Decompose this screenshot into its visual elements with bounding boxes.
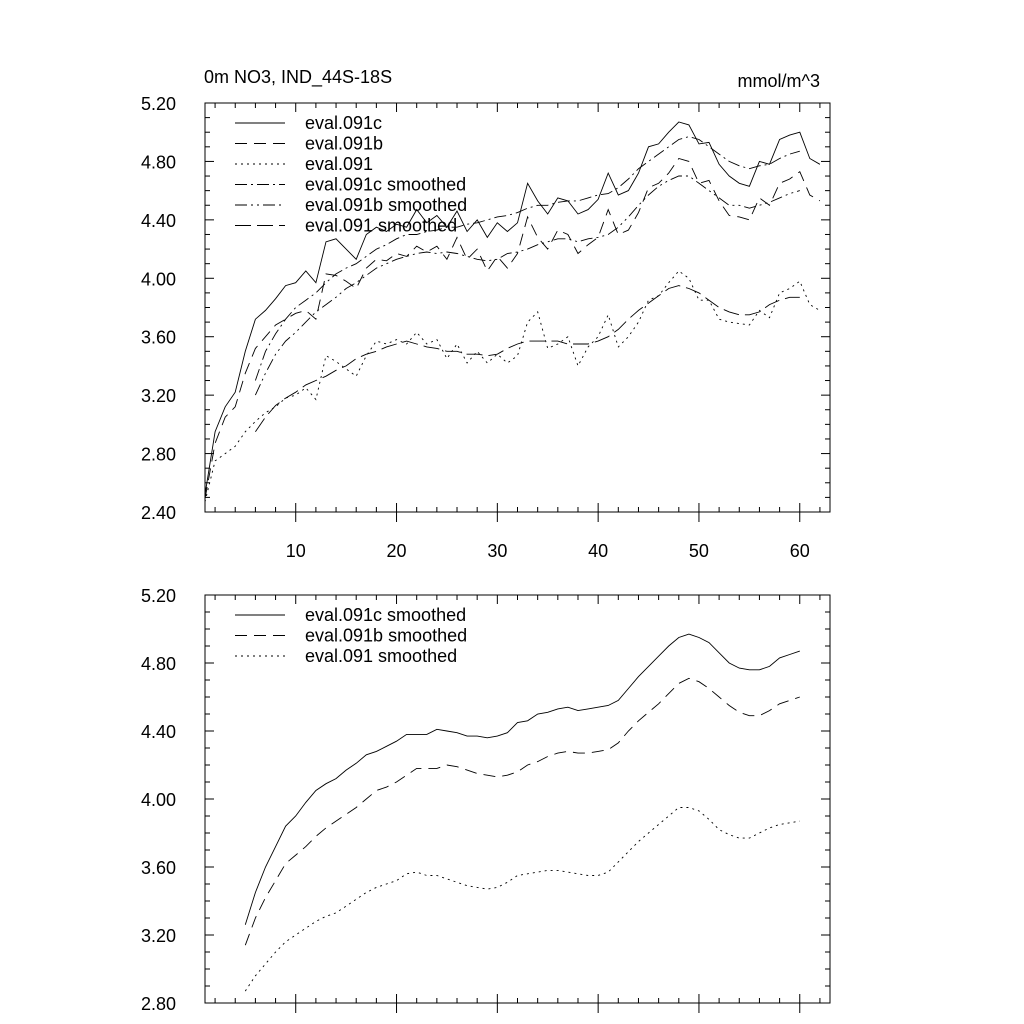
units-label: mmol/m^3: [738, 71, 820, 91]
legend-label: eval.091b: [305, 134, 383, 154]
series-line-2: [244, 807, 800, 992]
series-line-2: [204, 270, 821, 502]
legend-label: eval.091 smoothed: [305, 646, 457, 666]
legend-label: eval.091c smoothed: [305, 605, 466, 625]
x-tick-label: 40: [588, 541, 608, 561]
legend-label: eval.091b smoothed: [305, 626, 467, 646]
legend-label: eval.091 smoothed: [305, 216, 457, 236]
x-tick-label: 30: [487, 541, 507, 561]
x-tick-label: 20: [387, 541, 407, 561]
series-line-5: [255, 285, 800, 432]
chart-title: 0m NO3, IND_44S-18S: [204, 67, 392, 88]
series-line-1: [204, 157, 821, 499]
plot-frame: [204, 594, 831, 1004]
y-tick-label: 2.80: [141, 445, 176, 465]
top-panel: 0m NO3, IND_44S-18S mmol/m^3 2.40 2.80 3.2…: [141, 67, 831, 561]
x-tick-label: 60: [790, 541, 810, 561]
y-tick-label: 4.80: [141, 654, 176, 674]
y-tick-label: 4.00: [141, 790, 176, 810]
legend-label: eval.091c smoothed: [305, 175, 466, 195]
y-tick-label: 3.60: [141, 328, 176, 348]
series-line-0: [204, 121, 821, 495]
y-tick-label: 5.20: [141, 586, 176, 606]
y-tick-label: 2.40: [141, 503, 176, 523]
legend-label: eval.091b smoothed: [305, 195, 467, 215]
y-tick-label: 4.00: [141, 269, 176, 289]
y-tick-label: 2.80: [141, 994, 176, 1014]
y-tick-label: 4.80: [141, 152, 176, 172]
series-line-3: [254, 136, 800, 381]
y-tick-label: 4.40: [141, 722, 176, 742]
series-line-0: [244, 633, 800, 925]
y-tick-label: 4.40: [141, 211, 176, 231]
legend-label: eval.091c: [305, 113, 382, 133]
series-line-4: [254, 175, 800, 396]
bottom-panel: 2.80 3.20 3.60 4.00 4.40 4.80 5.20 eval.091c sm…: [141, 586, 831, 1014]
y-tick-label: 3.20: [141, 926, 176, 946]
series-line-1: [244, 677, 800, 946]
y-tick-label: 3.20: [141, 386, 176, 406]
y-tick-label: 3.60: [141, 858, 176, 878]
x-tick-label: 50: [689, 541, 709, 561]
x-tick-label: 10: [286, 541, 306, 561]
legend-label: eval.091: [305, 154, 373, 174]
y-tick-label: 5.20: [141, 94, 176, 114]
